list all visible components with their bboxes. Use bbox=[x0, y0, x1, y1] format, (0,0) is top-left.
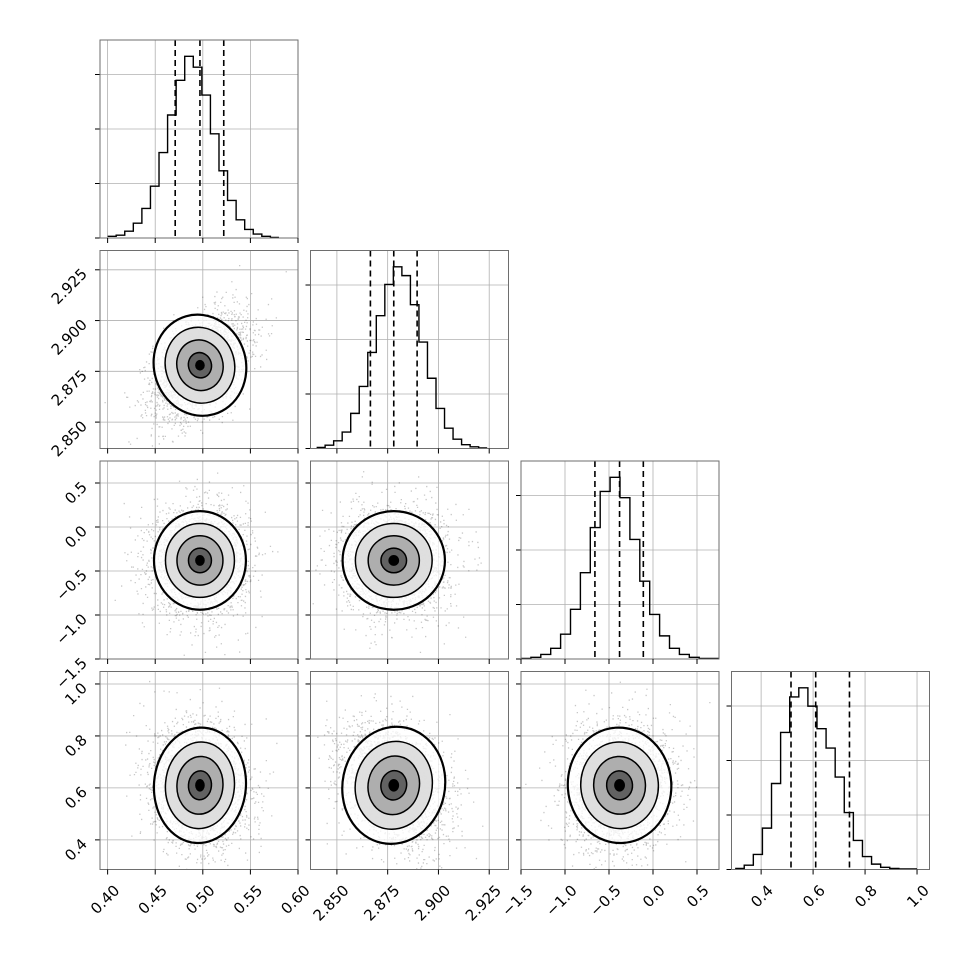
density-peak bbox=[195, 360, 205, 371]
x-tick-label: 0.50 bbox=[182, 882, 218, 918]
density-peak bbox=[195, 555, 205, 566]
x-tick-label: 0.5 bbox=[683, 882, 713, 912]
x-tick-label: 0.60 bbox=[277, 882, 313, 918]
x-tick-label: 0.8 bbox=[851, 882, 881, 912]
y-tick-label: 0.4 bbox=[61, 835, 91, 865]
panel-0-0 bbox=[95, 40, 298, 243]
histogram-step bbox=[108, 56, 279, 237]
panel-3-1: 2.850 2.875 2.900 2.925 bbox=[306, 672, 509, 925]
panel-1-0: 2.850 2.875 2.900 2.925 bbox=[48, 251, 298, 461]
y-tick-label: 0.0 bbox=[61, 522, 91, 552]
x-tick-label: 2.900 bbox=[411, 882, 454, 925]
x-tick-label: 0.55 bbox=[230, 882, 266, 918]
density-peak bbox=[195, 779, 205, 792]
y-tick-label: 2.900 bbox=[48, 316, 91, 359]
y-tick-label: 0.8 bbox=[61, 731, 91, 761]
x-tick-label: −0.5 bbox=[586, 882, 624, 920]
x-tick-label: 2.925 bbox=[462, 882, 505, 925]
histogram-step bbox=[317, 267, 488, 448]
panel-2-0: −1.5−1.0−0.50.00.5 bbox=[52, 461, 298, 693]
panel-2-1 bbox=[306, 461, 509, 664]
panel-3-2: −1.5 −1.0 −0.5 0.0 0.5 bbox=[498, 672, 719, 921]
y-tick-label: 2.875 bbox=[48, 366, 91, 409]
y-tick-label: 0.6 bbox=[61, 783, 91, 813]
panel-2-2 bbox=[516, 461, 719, 664]
x-tick-label: 0.6 bbox=[799, 882, 829, 912]
histogram-step bbox=[735, 688, 917, 869]
density-peak bbox=[388, 555, 399, 566]
y-tick-label: 0.5 bbox=[61, 478, 91, 508]
panel-frame bbox=[311, 251, 509, 449]
x-tick-label: 2.850 bbox=[310, 882, 353, 925]
x-tick-label: 2.875 bbox=[360, 882, 403, 925]
x-tick-label: 0.0 bbox=[639, 882, 669, 912]
density-peak bbox=[388, 779, 399, 792]
y-tick-label: −1.0 bbox=[52, 610, 90, 648]
panel-3-0: 0.40 0.45 0.50 0.55 0.600.40.60.81.0 bbox=[61, 672, 314, 918]
x-tick-label: −1.5 bbox=[498, 882, 536, 920]
y-tick-label: −0.5 bbox=[52, 566, 90, 604]
panel-1-1 bbox=[306, 251, 509, 454]
panel-frame bbox=[100, 40, 298, 238]
y-tick-label: 2.925 bbox=[48, 265, 91, 308]
density-peak bbox=[614, 779, 625, 792]
x-tick-label: −1.0 bbox=[542, 882, 580, 920]
x-tick-label: 0.40 bbox=[87, 882, 123, 918]
y-tick-label: 2.850 bbox=[48, 417, 91, 460]
x-tick-label: 1.0 bbox=[903, 882, 933, 912]
x-tick-label: 0.4 bbox=[747, 882, 777, 912]
panel-3-3: 0.4 0.6 0.8 1.0 bbox=[727, 672, 933, 912]
x-tick-label: 0.45 bbox=[135, 882, 171, 918]
